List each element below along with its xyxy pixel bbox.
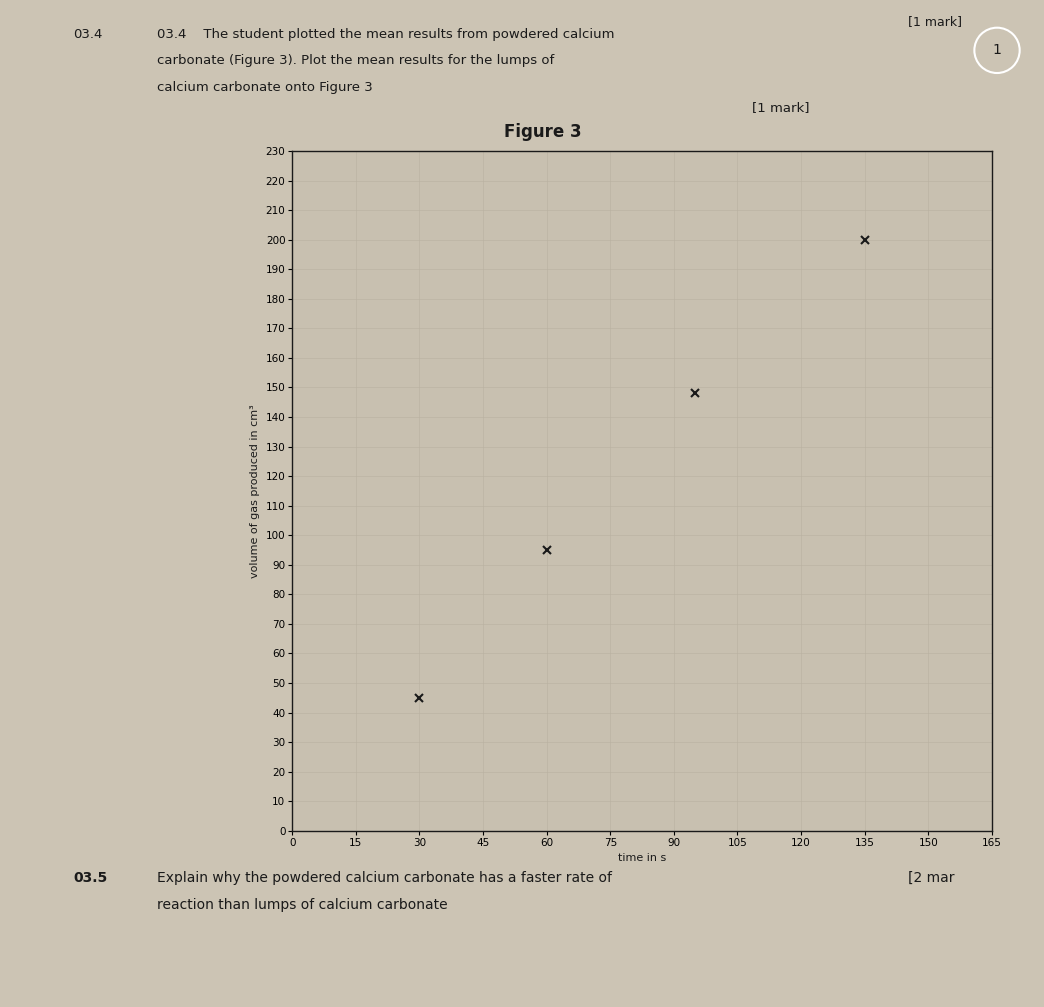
Text: 03.5: 03.5 [73,871,108,885]
Text: calcium carbonate onto Figure 3: calcium carbonate onto Figure 3 [157,81,389,94]
X-axis label: time in s: time in s [618,853,666,863]
Text: [1 mark]: [1 mark] [752,101,809,114]
Text: 03.4    The student plotted the mean results from powdered calcium: 03.4 The student plotted the mean result… [157,28,614,41]
Text: Explain why the powdered calcium carbonate has a faster rate of: Explain why the powdered calcium carbona… [157,871,612,885]
Text: 1: 1 [993,43,1001,57]
Y-axis label: volume of gas produced in cm³: volume of gas produced in cm³ [251,404,260,578]
Text: 03.4: 03.4 [73,28,102,41]
Text: reaction than lumps of calcium carbonate: reaction than lumps of calcium carbonate [157,898,447,912]
Text: carbonate (Figure 3). Plot the mean results for the lumps of: carbonate (Figure 3). Plot the mean resu… [157,54,554,67]
Text: Figure 3: Figure 3 [504,123,582,141]
Text: [1 mark]: [1 mark] [908,15,963,28]
Text: [2 mar: [2 mar [908,871,955,885]
